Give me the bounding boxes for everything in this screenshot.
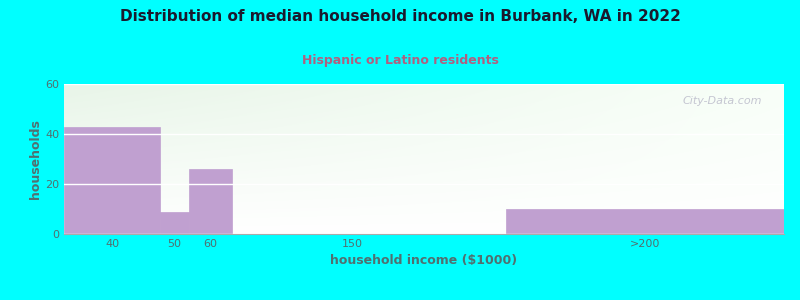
Bar <box>160 212 189 234</box>
Bar <box>64 127 160 234</box>
X-axis label: household income ($1000): household income ($1000) <box>330 254 518 267</box>
Text: Distribution of median household income in Burbank, WA in 2022: Distribution of median household income … <box>119 9 681 24</box>
Bar <box>189 169 232 234</box>
Text: City-Data.com: City-Data.com <box>683 96 762 106</box>
Text: Hispanic or Latino residents: Hispanic or Latino residents <box>302 54 498 67</box>
Bar <box>506 209 784 234</box>
Y-axis label: households: households <box>30 119 42 199</box>
